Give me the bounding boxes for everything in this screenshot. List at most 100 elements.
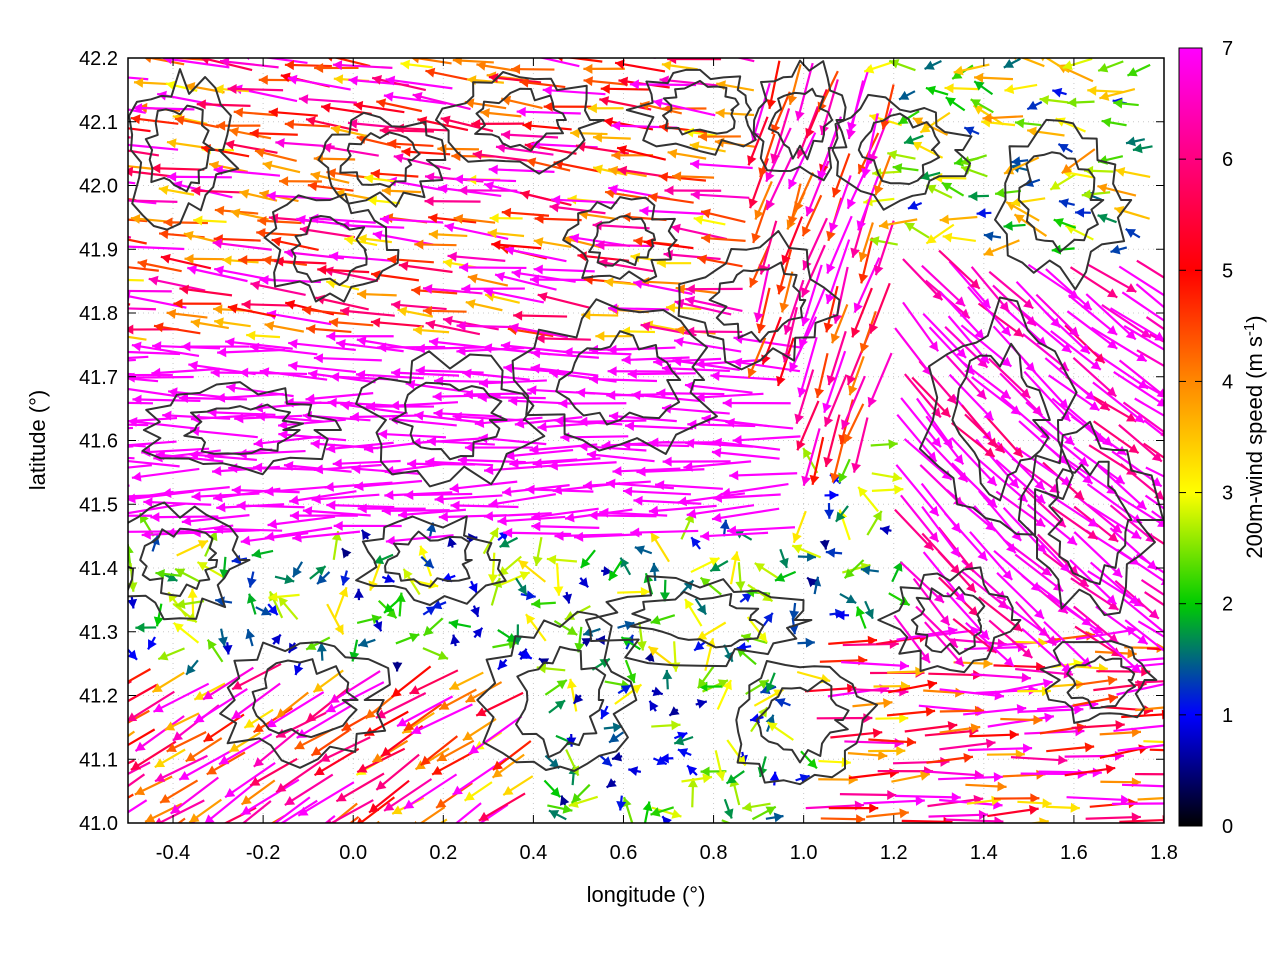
wind-vector bbox=[1048, 374, 1100, 412]
terrain-contour bbox=[735, 660, 879, 786]
wind-vector bbox=[161, 486, 230, 495]
wind-vector-head bbox=[238, 254, 248, 265]
wind-vector bbox=[128, 464, 152, 469]
wind-vector-head bbox=[690, 189, 701, 200]
wind-vector-head bbox=[254, 147, 265, 158]
colorbar-tick-label: 1 bbox=[1222, 705, 1233, 727]
wind-vector bbox=[964, 645, 1027, 651]
wind-vector-head bbox=[1081, 300, 1092, 310]
wind-vector-head bbox=[600, 708, 610, 720]
wind-vector-head bbox=[940, 756, 950, 767]
wind-vector-head bbox=[656, 755, 667, 766]
wind-vector-head bbox=[448, 619, 459, 630]
wind-vector-head bbox=[807, 758, 817, 769]
wind-vector-head bbox=[1127, 67, 1138, 77]
wind-vector-head bbox=[1136, 499, 1147, 510]
wind-vector-head bbox=[700, 766, 710, 777]
wind-vector bbox=[999, 372, 1044, 417]
wind-vector-head bbox=[529, 274, 539, 285]
wind-vector bbox=[1089, 627, 1142, 674]
wind-vector bbox=[422, 287, 483, 295]
wind-vector-head bbox=[521, 649, 532, 659]
wind-vector bbox=[381, 509, 450, 512]
wind-vector bbox=[128, 143, 179, 151]
wind-vector bbox=[1145, 316, 1164, 331]
wind-vector-head bbox=[826, 374, 837, 386]
wind-vector-head bbox=[217, 636, 228, 647]
wind-vector-head bbox=[589, 344, 599, 355]
wind-vector-head bbox=[275, 138, 285, 149]
wind-vector-head bbox=[656, 388, 666, 399]
wind-vector bbox=[128, 350, 181, 356]
wind-vector-head bbox=[426, 436, 437, 447]
wind-vector-head bbox=[65, 426, 74, 436]
wind-vector bbox=[995, 459, 1046, 505]
wind-vector-head bbox=[422, 58, 425, 59]
wind-vector-head bbox=[864, 608, 874, 619]
terrain-contour bbox=[435, 71, 605, 175]
wind-vector bbox=[128, 375, 194, 379]
wind-vector-head bbox=[531, 511, 541, 522]
wind-vector bbox=[695, 358, 764, 366]
wind-vector-head bbox=[152, 341, 162, 352]
wind-vector bbox=[288, 364, 357, 374]
wind-vector bbox=[377, 345, 446, 349]
wind-vector-head bbox=[463, 389, 473, 400]
wind-vector-head bbox=[658, 171, 669, 182]
wind-vector-head bbox=[246, 330, 256, 341]
wind-vector bbox=[128, 266, 159, 272]
wind-vector-head bbox=[111, 723, 121, 732]
wind-vector bbox=[1143, 419, 1164, 438]
wind-vector-head bbox=[781, 254, 791, 265]
wind-vector-head bbox=[1014, 214, 1025, 224]
wind-vector bbox=[535, 337, 591, 341]
wind-vector-head bbox=[392, 662, 403, 672]
wind-vector-head bbox=[877, 750, 888, 761]
wind-vector bbox=[477, 396, 546, 400]
wind-vector-head bbox=[87, 775, 97, 784]
wind-vector bbox=[483, 512, 552, 518]
wind-vector bbox=[805, 803, 865, 810]
wind-vector-head bbox=[349, 651, 360, 662]
wind-vector bbox=[403, 773, 458, 810]
terrain-contour bbox=[585, 575, 813, 668]
wind-vector-head bbox=[1050, 180, 1061, 190]
wind-vector-head bbox=[447, 251, 457, 262]
wind-vector bbox=[154, 754, 208, 783]
wind-vector-head bbox=[531, 348, 541, 359]
wind-vector-head bbox=[407, 458, 417, 469]
wind-vector-head bbox=[489, 527, 499, 539]
wind-vector-head bbox=[518, 560, 529, 570]
wind-vector-head bbox=[1039, 817, 1049, 823]
wind-vector-head bbox=[723, 808, 734, 819]
terrain-contour bbox=[1066, 655, 1136, 710]
wind-vector bbox=[1142, 442, 1164, 460]
wind-vector-head bbox=[423, 625, 434, 636]
wind-vector-head bbox=[548, 810, 560, 819]
wind-vector bbox=[712, 493, 781, 500]
wind-vector-head bbox=[231, 709, 242, 720]
wind-vector bbox=[531, 351, 599, 359]
wind-vector-head bbox=[974, 72, 984, 83]
wind-vector-head bbox=[529, 444, 539, 455]
wind-vector bbox=[89, 85, 122, 90]
wind-vector-head bbox=[197, 540, 208, 550]
wind-vector bbox=[128, 690, 175, 723]
wind-vector-head bbox=[287, 74, 298, 85]
wind-vector bbox=[1097, 464, 1148, 511]
wind-vector-head bbox=[1108, 693, 1118, 704]
wind-vector-head bbox=[595, 331, 605, 342]
wind-vector-head bbox=[324, 481, 334, 492]
wind-vector-head bbox=[1108, 600, 1119, 610]
y-tick-label: 41.1 bbox=[79, 749, 118, 771]
wind-vector-head bbox=[376, 98, 387, 109]
wind-vector-head bbox=[552, 484, 563, 495]
wind-vector-head bbox=[535, 333, 545, 344]
wind-vector bbox=[128, 219, 129, 222]
wind-vector bbox=[948, 638, 1007, 646]
wind-vector bbox=[128, 459, 180, 468]
wind-vector bbox=[415, 53, 472, 56]
wind-vector-head bbox=[526, 157, 537, 168]
wind-vector-head bbox=[148, 275, 159, 286]
wind-vector bbox=[595, 243, 655, 248]
